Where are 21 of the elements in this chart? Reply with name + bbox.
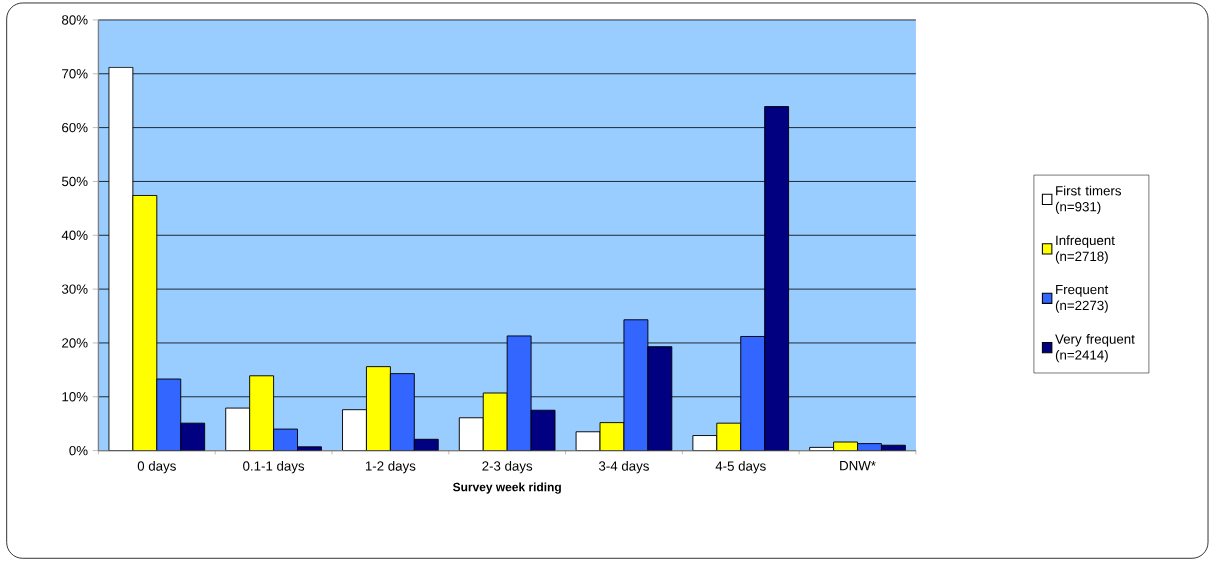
y-tick-label: 60%	[62, 122, 88, 133]
x-tick-label: 0.1-1 days	[243, 460, 305, 474]
x-tick-label: 1-2 days	[365, 460, 416, 474]
x-tick-label: DNW*	[840, 460, 876, 470]
x-tick-label: 3-4 days	[598, 460, 649, 474]
x-axis-title: Survey week riding	[452, 482, 561, 494]
legend-label: Infrequent (n=2718)	[1055, 235, 1115, 264]
legend-label: First timers (n=931)	[1055, 185, 1122, 214]
x-tick-label: 0 days	[137, 460, 176, 474]
x-tick-label: 4-5 days	[715, 460, 766, 474]
y-tick-label: 0%	[69, 445, 88, 456]
y-tick-label: 10%	[62, 391, 88, 402]
y-tick-label: 30%	[61, 284, 88, 294]
y-tick-label: 70%	[62, 68, 88, 79]
y-tick-label: 40%	[61, 230, 88, 240]
legend-label: Frequent (n=2273)	[1055, 284, 1109, 313]
y-tick-label: 80%	[62, 15, 88, 25]
y-tick-label: 20%	[62, 338, 88, 348]
x-tick-label: 2-3 days	[482, 460, 533, 474]
legend-label: Very frequent (n=2414)	[1055, 333, 1135, 363]
y-tick-label: 50%	[61, 176, 88, 186]
